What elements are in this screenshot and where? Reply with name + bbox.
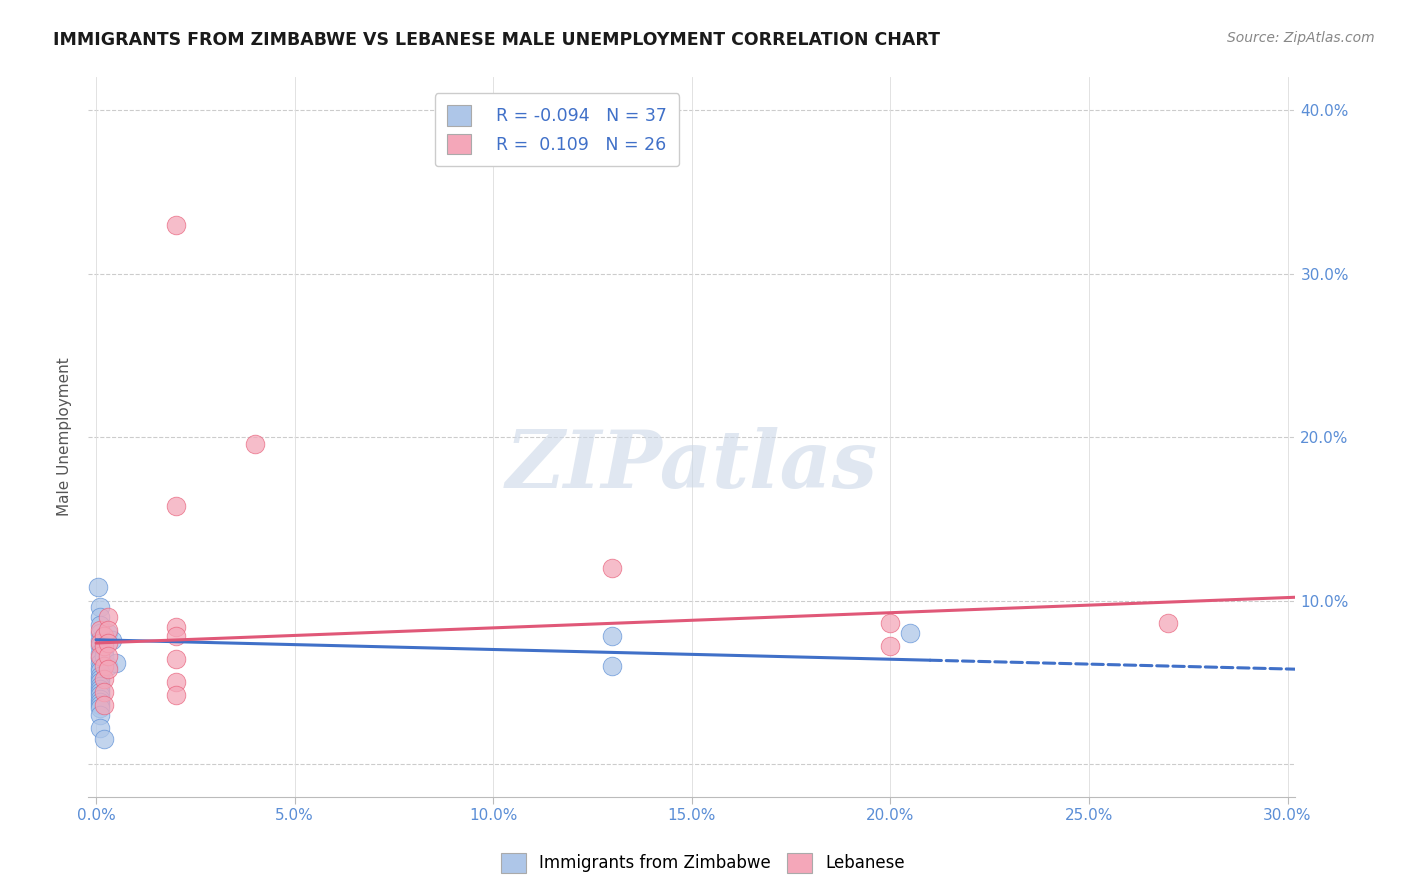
Y-axis label: Male Unemployment: Male Unemployment	[58, 358, 72, 516]
Point	[93, 685, 115, 699]
Point	[97, 649, 120, 664]
Point	[93, 636, 115, 650]
Point	[1157, 616, 1180, 631]
Point	[89, 708, 111, 723]
Point	[243, 436, 266, 450]
Point	[89, 664, 111, 678]
Point	[101, 632, 124, 647]
Point	[93, 732, 115, 747]
Point	[89, 685, 111, 699]
Point	[89, 632, 111, 647]
Point	[89, 660, 111, 674]
Point	[602, 561, 624, 575]
Point	[89, 649, 111, 664]
Point	[93, 642, 115, 657]
Point	[97, 636, 120, 650]
Point	[93, 630, 115, 644]
Text: IMMIGRANTS FROM ZIMBABWE VS LEBANESE MALE UNEMPLOYMENT CORRELATION CHART: IMMIGRANTS FROM ZIMBABWE VS LEBANESE MAL…	[53, 31, 941, 49]
Point	[898, 626, 921, 640]
Point	[97, 610, 120, 624]
Point	[89, 698, 111, 713]
Point	[89, 626, 111, 640]
Point	[97, 659, 120, 673]
Point	[97, 626, 120, 640]
Legend:   R = -0.094   N = 37,   R =  0.109   N = 26: R = -0.094 N = 37, R = 0.109 N = 26	[434, 94, 679, 167]
Point	[89, 689, 111, 703]
Point	[104, 656, 127, 670]
Point	[93, 640, 115, 654]
Point	[89, 691, 111, 706]
Point	[93, 672, 115, 686]
Point	[89, 679, 111, 693]
Point	[165, 689, 187, 703]
Point	[93, 630, 115, 644]
Point	[879, 640, 901, 654]
Text: ZIPatlas: ZIPatlas	[506, 427, 877, 505]
Point	[87, 581, 110, 595]
Point	[89, 618, 111, 632]
Point	[89, 669, 111, 683]
Point	[165, 218, 187, 232]
Point	[89, 672, 111, 686]
Point	[879, 616, 901, 631]
Point	[93, 698, 115, 713]
Point	[89, 610, 111, 624]
Point	[89, 656, 111, 670]
Point	[602, 630, 624, 644]
Point	[93, 659, 115, 673]
Point	[89, 721, 111, 735]
Point	[165, 652, 187, 666]
Text: Source: ZipAtlas.com: Source: ZipAtlas.com	[1227, 31, 1375, 45]
Point	[89, 650, 111, 665]
Point	[89, 600, 111, 615]
Point	[97, 623, 120, 637]
Point	[602, 659, 624, 673]
Point	[89, 675, 111, 690]
Point	[165, 630, 187, 644]
Point	[89, 681, 111, 696]
Point	[89, 695, 111, 709]
Legend: Immigrants from Zimbabwe, Lebanese: Immigrants from Zimbabwe, Lebanese	[494, 847, 912, 880]
Point	[89, 640, 111, 654]
Point	[89, 623, 111, 637]
Point	[165, 675, 187, 690]
Point	[89, 701, 111, 715]
Point	[165, 499, 187, 513]
Point	[89, 636, 111, 650]
Point	[89, 646, 111, 660]
Point	[93, 649, 115, 664]
Point	[97, 662, 120, 676]
Point	[165, 620, 187, 634]
